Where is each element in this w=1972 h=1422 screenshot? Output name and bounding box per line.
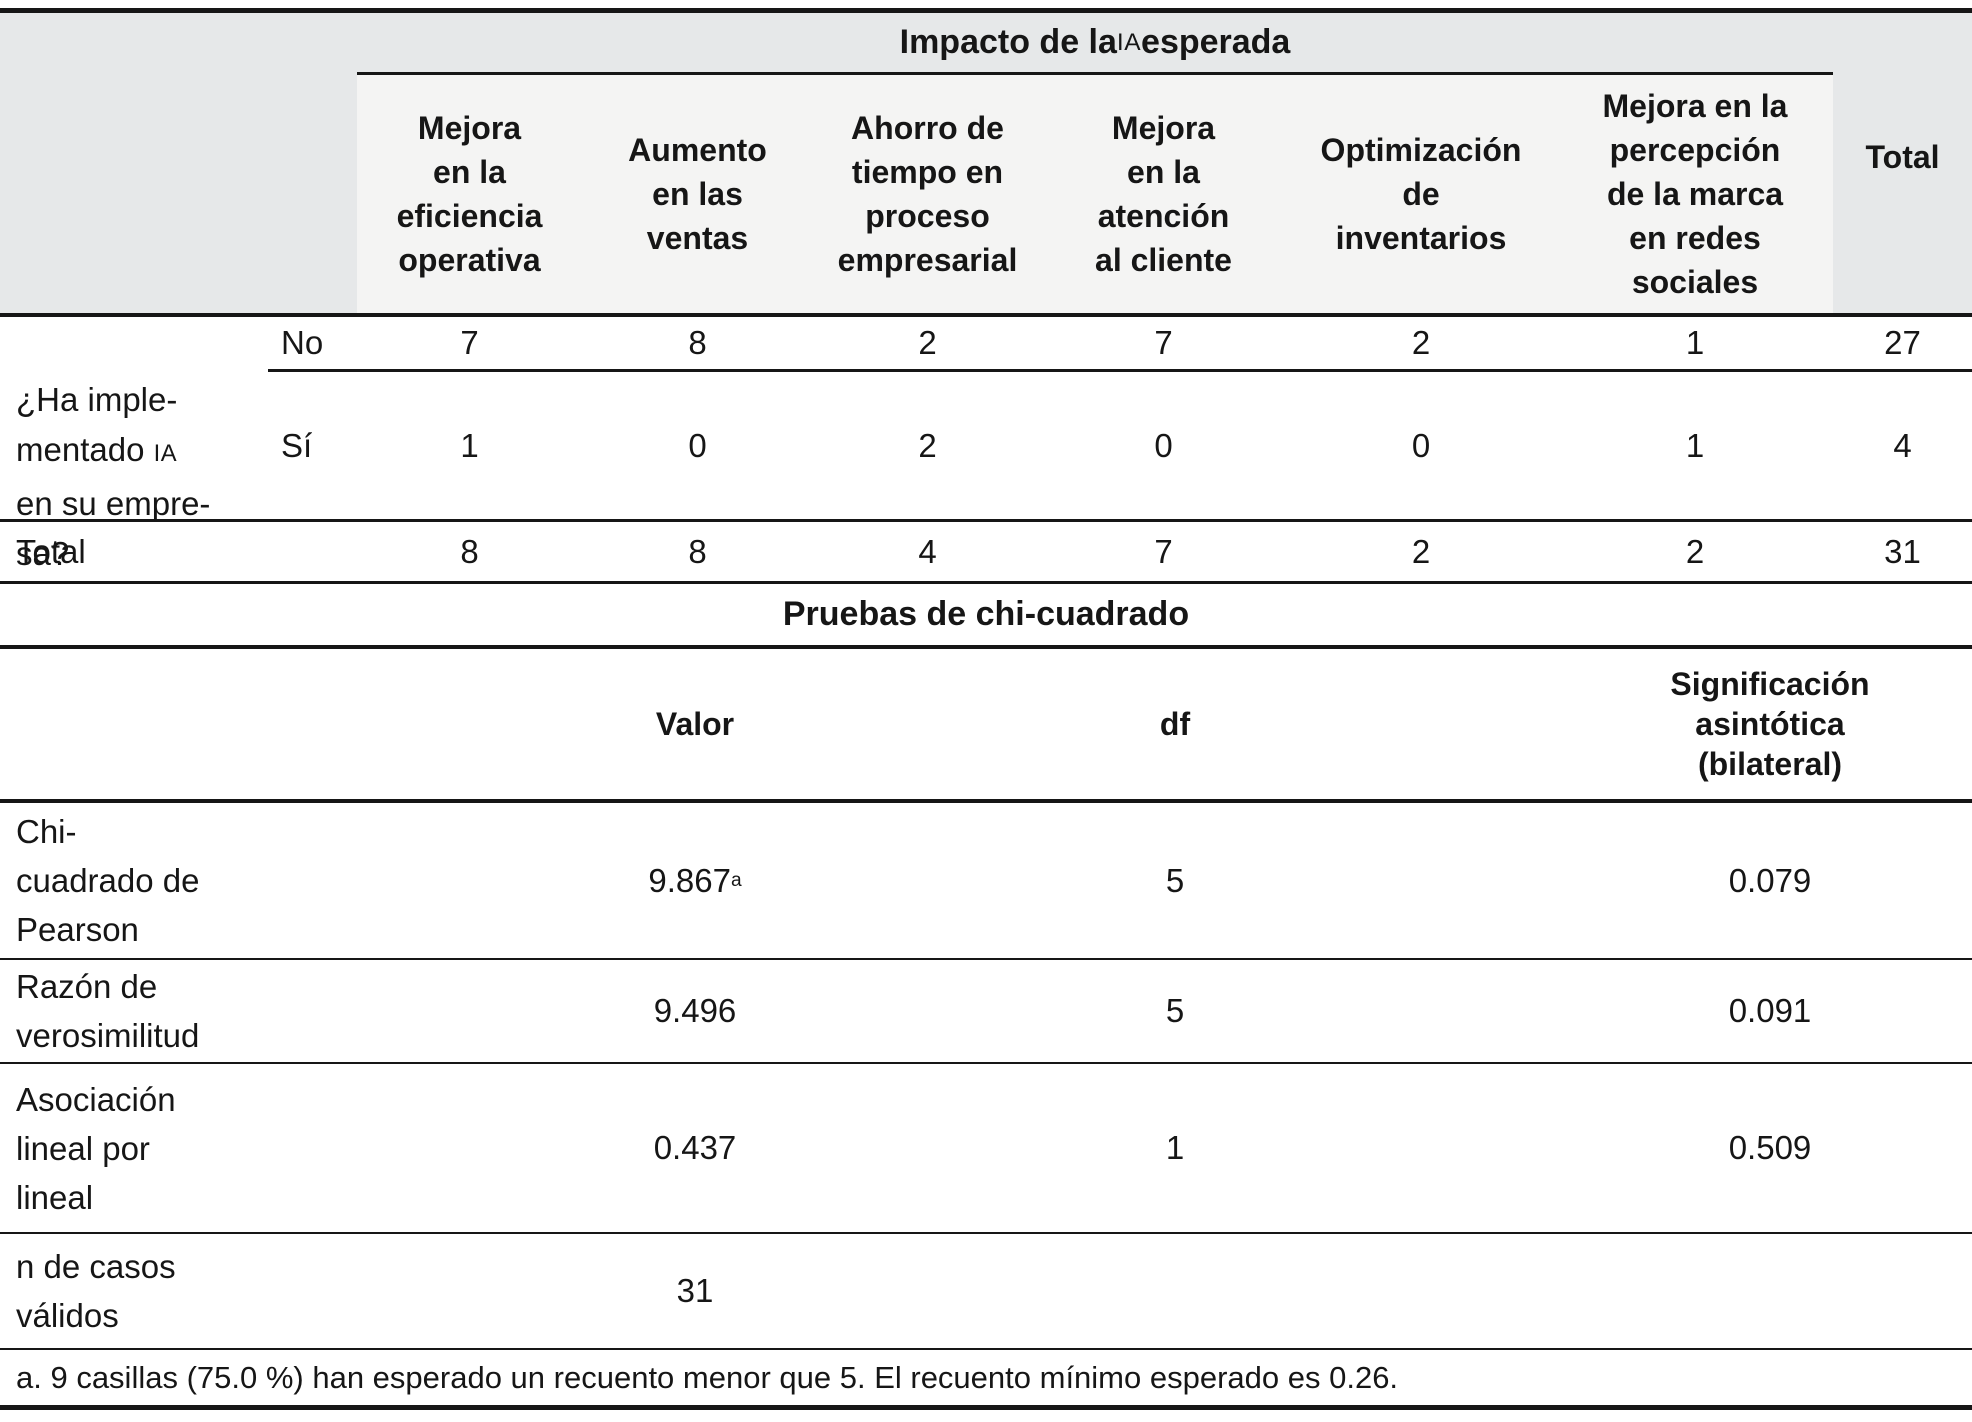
chi-row-n-validos-label: n de casos válidos <box>16 1248 176 1334</box>
chi-header-rule <box>0 799 1972 803</box>
column-header-eficiencia: Mejora en la eficiencia operativa <box>396 110 543 278</box>
stub-ia-smallcaps: IA <box>153 440 178 467</box>
chi-row-verosimilitud-df: 5 <box>1165 992 1185 1029</box>
cell-total-grand: 31 <box>1884 532 1921 570</box>
cell-total-inventarios: 2 <box>1411 532 1431 570</box>
chi-row-n-validos: n de casos válidos 31 <box>0 1234 1972 1350</box>
cell-total-marca: 2 <box>1685 532 1705 570</box>
chi-row-pearson-spacer <box>1260 803 1568 958</box>
chi-header-spacer <box>1260 649 1568 799</box>
cell-no-marca: 1 <box>1557 317 1833 372</box>
crosstab-body: ¿Ha imple- mentado IA en su empre- sa? N… <box>0 317 1972 572</box>
top-margin <box>0 0 1972 8</box>
cell-si-eficiencia: 1 <box>460 426 479 464</box>
column-header-total: Total <box>1865 138 1940 175</box>
row-label-si: Sí <box>281 426 313 464</box>
chi-row-n-validos-sig <box>1568 1234 1972 1348</box>
cell-si-ahorro: 2 <box>918 426 937 464</box>
banner-text-part2: esperada <box>1141 23 1291 61</box>
column-header-atencion-cliente: Mejora en la atención al cliente <box>1095 110 1232 278</box>
chi-header-significacion: Significación asintótica (bilateral) <box>1670 666 1870 782</box>
table-top-rule <box>0 8 1972 13</box>
crosstab-banner-title: Impacto de la IA esperada <box>357 13 1833 72</box>
cell-si-total: 4 <box>1893 426 1912 464</box>
chi-row-pearson: Chi- cuadrado de Pearson 9.867 a 5 0.079 <box>0 803 1972 960</box>
banner-underline-rule <box>357 72 1833 75</box>
cell-no-eficiencia: 7 <box>357 317 582 372</box>
banner-ia-smallcaps: IA <box>1116 28 1142 56</box>
cell-si-atencion: 0 <box>1154 426 1173 464</box>
cell-si-inventarios: 0 <box>1411 426 1431 464</box>
chi-header-valor: Valor <box>655 706 735 742</box>
chi-row-verosimilitud-spacer <box>1260 960 1568 1062</box>
chi-row-pearson-df: 5 <box>1165 861 1185 899</box>
chi-row-verosimilitud-valor: 9.496 <box>653 992 737 1029</box>
chi-row-asociacion-sig: 0.509 <box>1728 1129 1812 1166</box>
chi-row-verosimilitud-label: Razón de verosimilitud <box>16 968 200 1054</box>
cell-total-ahorro: 4 <box>918 532 937 570</box>
stub-text-part2: en su empre- sa? <box>16 485 211 572</box>
cell-total-eficiencia: 8 <box>460 532 479 570</box>
chi-row-pearson-sig: 0.079 <box>1728 861 1812 899</box>
chi-row-verosimilitud: Razón de verosimilitud 9.496 5 0.091 <box>0 960 1972 1064</box>
header-bottom-rule <box>0 313 1972 317</box>
banner-text-part1: Impacto de la <box>899 23 1117 61</box>
column-headers: Mejora en la eficiencia operativa Aument… <box>357 75 1833 313</box>
chi-row-asociacion-df: 1 <box>1165 1129 1185 1166</box>
chi-row-n-validos-df <box>1090 1234 1260 1348</box>
chi-square-title: Pruebas de chi-cuadrado <box>782 595 1190 633</box>
chi-row-verosimilitud-sig: 0.091 <box>1728 992 1812 1029</box>
table-bottom-rule <box>0 1405 1972 1410</box>
chi-row-n-validos-valor: 31 <box>676 1272 714 1309</box>
crosstab-total-row: Total 8 8 4 7 2 2 31 <box>0 522 1972 581</box>
row-label-no: No <box>268 317 357 372</box>
cell-total-atencion: 7 <box>1154 532 1173 570</box>
chi-header-df: df <box>1159 706 1191 742</box>
chi-header-stub <box>0 649 300 799</box>
column-header-marca-redes: Mejora en la percepción de la marca en r… <box>1602 88 1788 300</box>
crosstab-header-band: Impacto de la IA esperada Mejora en la e… <box>0 13 1972 313</box>
column-header-inventarios: Optimización de inventarios <box>1320 132 1522 256</box>
chi-row-pearson-valor: 9.867 a <box>648 861 742 899</box>
cell-no-atencion: 7 <box>1042 317 1285 372</box>
chi-title-rule <box>0 645 1972 649</box>
chi-row-asociacion-valor: 0.437 <box>653 1129 737 1166</box>
column-header-ventas: Aumento en las ventas <box>628 132 767 256</box>
pearson-valor-number: 9.867 <box>648 861 731 899</box>
cell-no-total: 27 <box>1833 317 1972 372</box>
chi-row-asociacion-spacer <box>1260 1064 1568 1232</box>
chi-row-asociacion-label: Asociación lineal por lineal <box>16 1080 176 1216</box>
crosstab-bottom-rule <box>0 581 1972 584</box>
cell-no-inventarios: 2 <box>1285 317 1557 372</box>
total-row-spacer <box>268 522 357 581</box>
chi-row-asociacion: Asociación lineal por lineal 0.437 1 0.5… <box>0 1064 1972 1234</box>
total-row-top-rule <box>0 519 1972 522</box>
stub-text-part1: ¿Ha imple- mentado <box>16 381 178 468</box>
chi-row-n-validos-spacer <box>1260 1234 1568 1348</box>
chi-row-pearson-label: Chi- cuadrado de Pearson <box>16 813 200 948</box>
subheader-panel <box>357 75 1833 313</box>
cell-si-marca: 1 <box>1685 426 1705 464</box>
cell-si-ventas: 0 <box>688 426 707 464</box>
table-footnote: a. 9 casillas (75.0 %) han esperado un r… <box>16 1359 1399 1395</box>
cell-no-ahorro: 2 <box>813 317 1042 372</box>
row-stub-question: ¿Ha imple- mentado IA en su empre- sa? <box>0 317 268 572</box>
total-row-label: Total <box>16 532 86 570</box>
column-header-ahorro-tiempo: Ahorro de tiempo en proceso empresarial <box>837 110 1018 278</box>
cell-total-ventas: 8 <box>688 532 707 570</box>
chi-header-row: Valor df Significación asintótica (bilat… <box>0 649 1972 799</box>
cell-no-ventas: 8 <box>582 317 813 372</box>
